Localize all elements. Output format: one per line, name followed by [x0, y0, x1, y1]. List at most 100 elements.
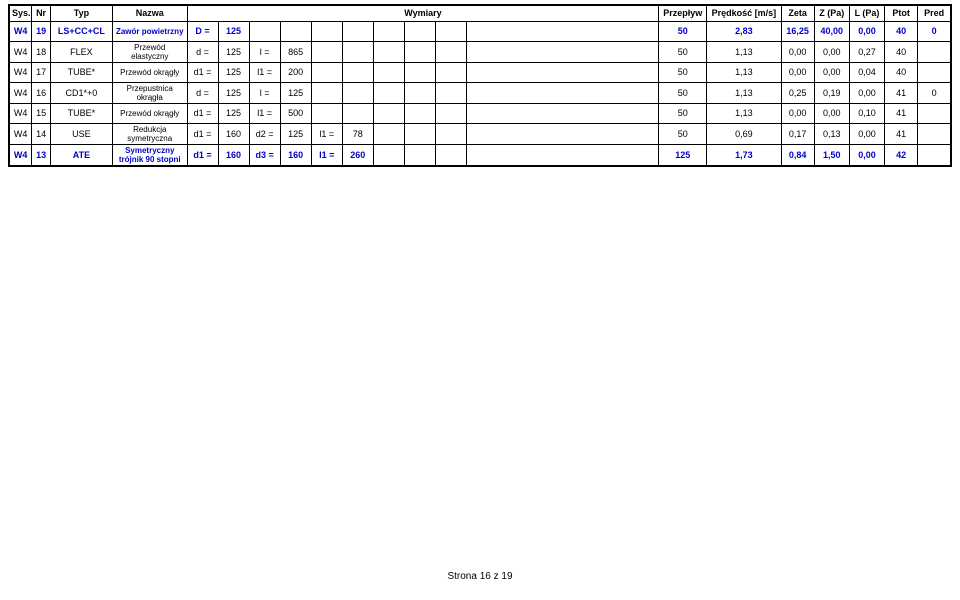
cell: 16,25	[781, 21, 814, 41]
cell: Przepustnica okrągła	[112, 82, 187, 103]
table-row: W419LS+CC+CLZawór powietrznyD =125502,83…	[9, 21, 951, 41]
cell	[466, 123, 659, 144]
cell: Przewód okrągły	[112, 103, 187, 123]
cell	[435, 82, 466, 103]
cell: l1 =	[249, 103, 280, 123]
cell	[373, 82, 404, 103]
cell	[435, 41, 466, 62]
cell: d =	[187, 41, 218, 62]
cell: 50	[659, 103, 707, 123]
cell: 865	[280, 41, 311, 62]
table-row: W415TUBE*Przewód okrągłyd1 =125l1 =50050…	[9, 103, 951, 123]
cell: 125	[218, 103, 249, 123]
cell: 50	[659, 41, 707, 62]
cell	[373, 103, 404, 123]
cell: 50	[659, 123, 707, 144]
h-zpa: Z (Pa)	[814, 5, 849, 21]
cell: W4	[9, 82, 32, 103]
h-nazwa: Nazwa	[112, 5, 187, 21]
cell	[342, 82, 373, 103]
cell	[373, 123, 404, 144]
cell: W4	[9, 41, 32, 62]
cell: l1 =	[311, 123, 342, 144]
cell: 0,00	[849, 144, 884, 166]
cell: 125	[218, 82, 249, 103]
cell: W4	[9, 144, 32, 166]
cell: 19	[32, 21, 51, 41]
cell: 0,00	[814, 103, 849, 123]
cell	[342, 103, 373, 123]
cell	[918, 144, 951, 166]
cell: d2 =	[249, 123, 280, 144]
cell	[342, 62, 373, 82]
cell	[466, 103, 659, 123]
cell: 15	[32, 103, 51, 123]
h-lpa: L (Pa)	[849, 5, 884, 21]
cell	[404, 144, 435, 166]
cell: d1 =	[187, 123, 218, 144]
cell	[373, 62, 404, 82]
cell: d3 =	[249, 144, 280, 166]
cell: 41	[885, 123, 918, 144]
cell: d1 =	[187, 144, 218, 166]
cell: 0,13	[814, 123, 849, 144]
cell: 0,00	[781, 41, 814, 62]
cell: d1 =	[187, 103, 218, 123]
cell: 0,17	[781, 123, 814, 144]
h-ptot: Ptot	[885, 5, 918, 21]
table-row: W413ATESymetryczny trójnik 90 stopnid1 =…	[9, 144, 951, 166]
cell: Przewód elastyczny	[112, 41, 187, 62]
cell: USE	[50, 123, 112, 144]
h-typ: Typ	[50, 5, 112, 21]
cell	[918, 62, 951, 82]
cell: 0,10	[849, 103, 884, 123]
cell: 40	[885, 62, 918, 82]
cell: 0,84	[781, 144, 814, 166]
cell	[404, 103, 435, 123]
cell	[466, 41, 659, 62]
cell	[466, 82, 659, 103]
h-zeta: Zeta	[781, 5, 814, 21]
cell	[404, 21, 435, 41]
cell: 125	[218, 21, 249, 41]
cell: 0,00	[849, 21, 884, 41]
cell	[342, 41, 373, 62]
cell: l1 =	[249, 62, 280, 82]
cell: CD1*+0	[50, 82, 112, 103]
cell: W4	[9, 62, 32, 82]
cell: Zawór powietrzny	[112, 21, 187, 41]
header-row: Sys. Nr Typ Nazwa Wymiary Przepływ Prędk…	[9, 5, 951, 21]
cell: 125	[218, 62, 249, 82]
cell	[373, 41, 404, 62]
cell: 0,00	[849, 82, 884, 103]
cell: 200	[280, 62, 311, 82]
cell: 16	[32, 82, 51, 103]
cell: 50	[659, 82, 707, 103]
table-row: W414USERedukcja symetrycznad1 =160d2 =12…	[9, 123, 951, 144]
cell: 0,00	[849, 123, 884, 144]
table-body: W419LS+CC+CLZawór powietrznyD =125502,83…	[9, 21, 951, 166]
cell: 13	[32, 144, 51, 166]
cell: LS+CC+CL	[50, 21, 112, 41]
page-footer: Strona 16 z 19	[8, 571, 952, 582]
cell	[404, 62, 435, 82]
cell: 41	[885, 103, 918, 123]
cell: 125	[280, 123, 311, 144]
cell: 125	[218, 41, 249, 62]
cell: 125	[280, 82, 311, 103]
cell: 0,27	[849, 41, 884, 62]
cell: 500	[280, 103, 311, 123]
cell: 18	[32, 41, 51, 62]
cell	[404, 123, 435, 144]
table-row: W417TUBE*Przewód okrągłyd1 =125l1 =20050…	[9, 62, 951, 82]
cell	[435, 103, 466, 123]
cell	[249, 21, 280, 41]
cell	[918, 103, 951, 123]
h-predkosc: Prędkość [m/s]	[707, 5, 782, 21]
table-row: W416CD1*+0Przepustnica okrągład =125l =1…	[9, 82, 951, 103]
cell	[435, 21, 466, 41]
cell	[373, 144, 404, 166]
cell	[404, 41, 435, 62]
cell	[404, 82, 435, 103]
cell	[311, 103, 342, 123]
